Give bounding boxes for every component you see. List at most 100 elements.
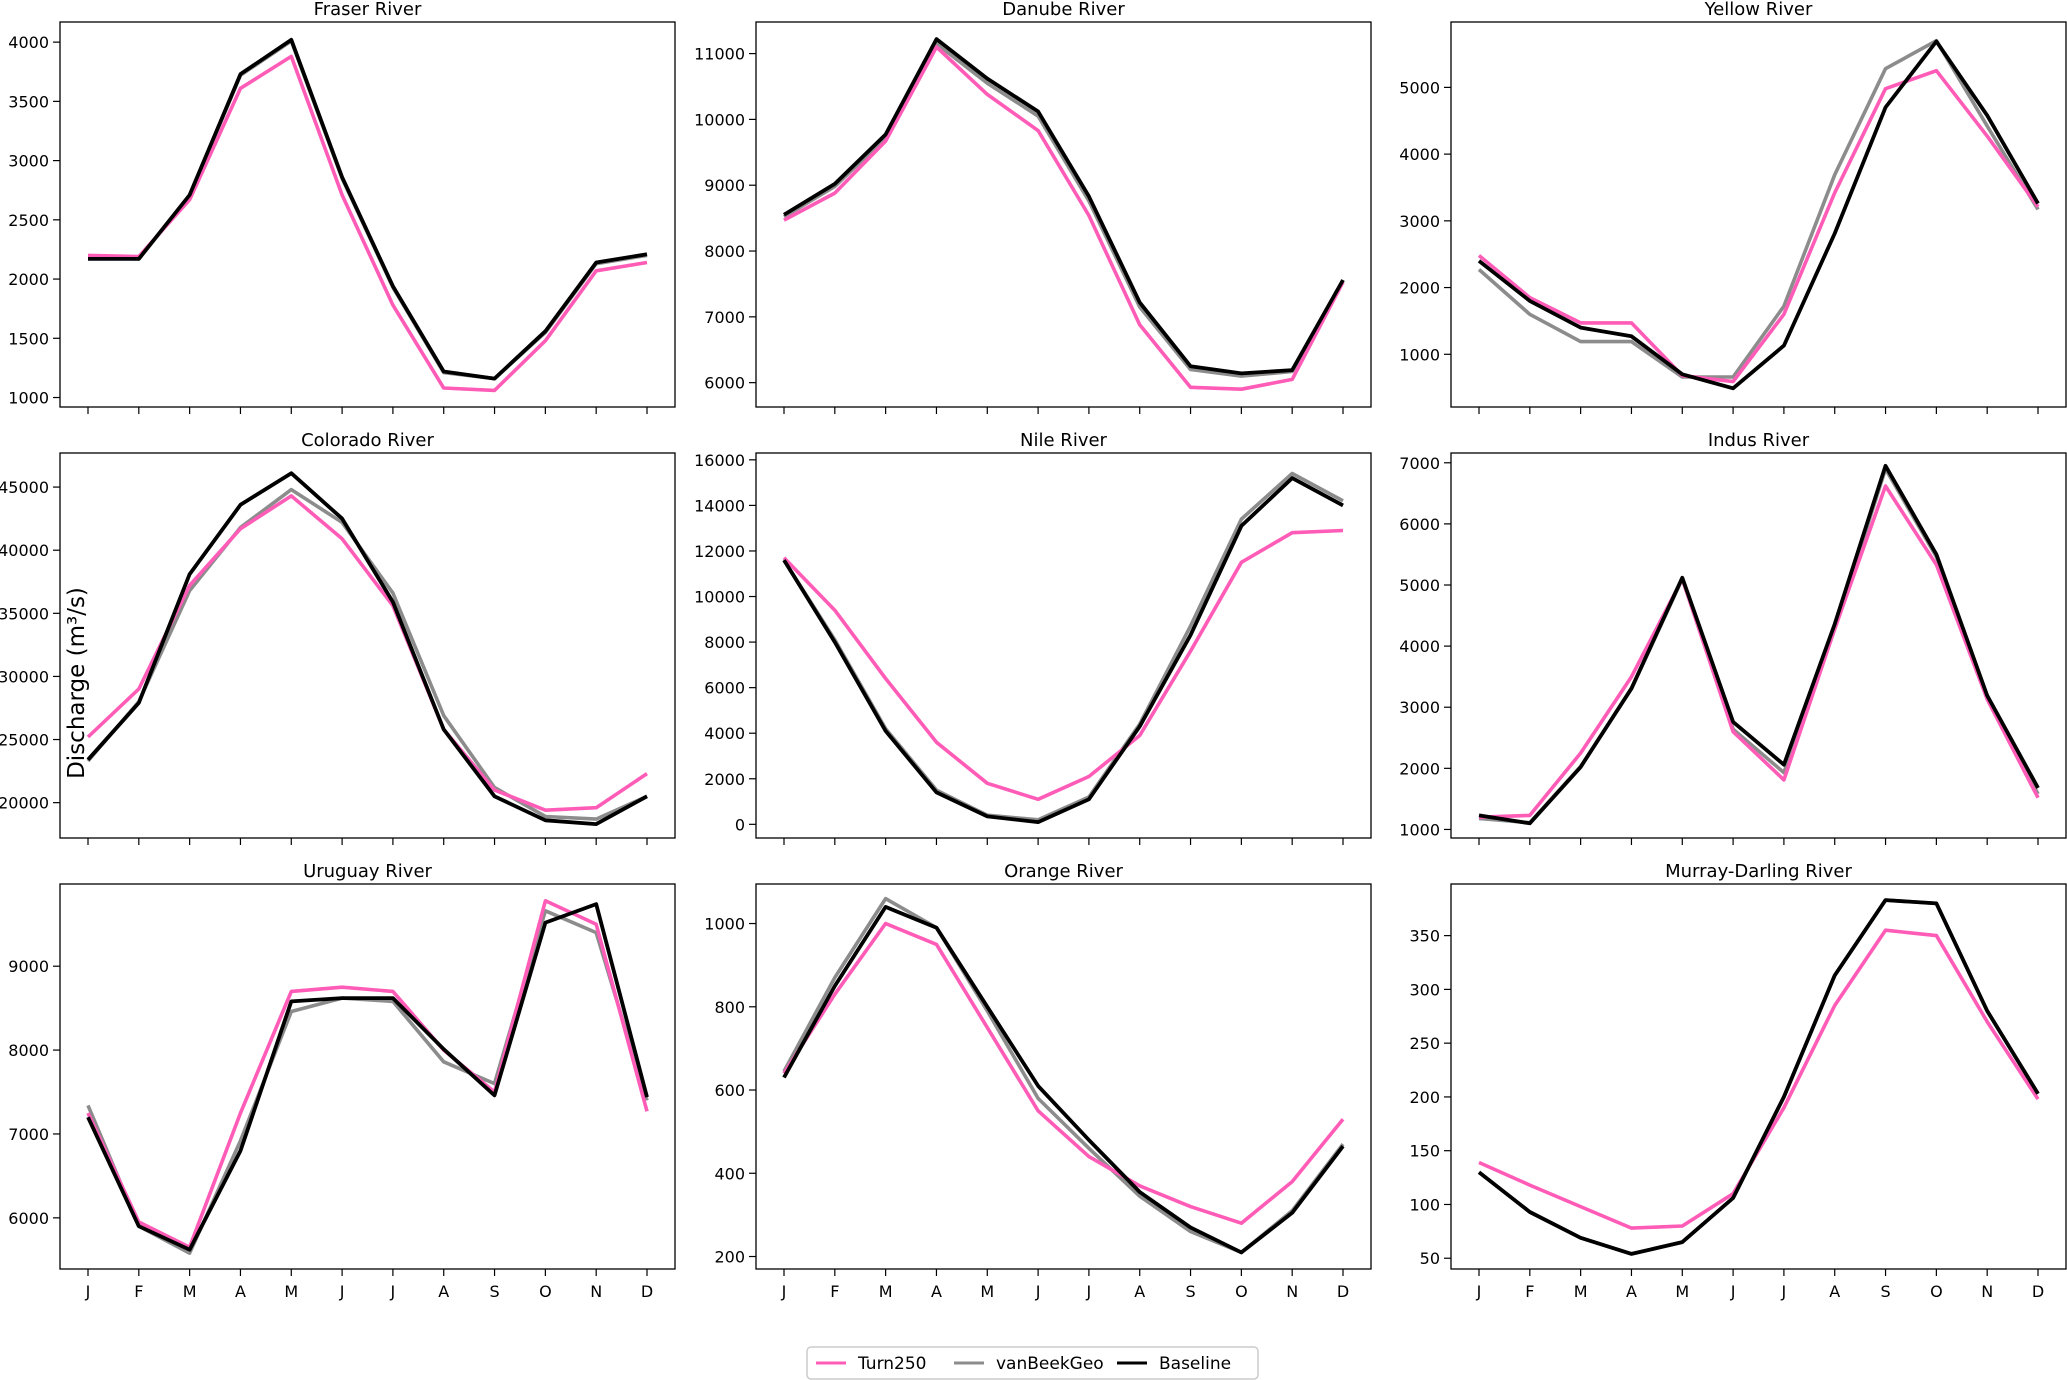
murray-darling-river-xtick-label: D — [2032, 1282, 2044, 1301]
danube-river-title: Danube River — [1002, 0, 1125, 20]
danube-river-series-vanbeekgeo — [783, 41, 1345, 378]
uruguay-river-title: Uruguay River — [303, 861, 432, 882]
colorado-river-ytick-label: 35000 — [0, 604, 49, 623]
fraser-river-ytick-label: 4000 — [8, 33, 49, 52]
danube-river-ytick-label: 11000 — [694, 45, 745, 64]
uruguay-river-ytick-label: 9000 — [8, 957, 49, 976]
indus-river-ytick-label: 1000 — [1399, 820, 1440, 839]
uruguay-river-xtick-label: M — [183, 1282, 197, 1301]
uruguay-river-xtick-label: F — [134, 1282, 143, 1301]
nile-river-ytick-label: 4000 — [704, 724, 745, 743]
danube-river-frame — [755, 21, 1372, 408]
murray-darling-river-ytick-label: 300 — [1409, 980, 1440, 999]
indus-river-panel: Indus River 1000 2000 3000 4000 5000 6000 7000 — [1399, 430, 2067, 845]
colorado-river-ytick-label: 40000 — [0, 541, 49, 560]
legend-label-baseline: Baseline — [1159, 1354, 1231, 1374]
nile-river-ytick-label: 2000 — [704, 770, 745, 789]
uruguay-river-ytick-label: 8000 — [8, 1041, 49, 1060]
uruguay-river-xtick-label: A — [235, 1282, 246, 1301]
nile-river-ytick-label: 6000 — [704, 679, 745, 698]
yellow-river-series-turn250 — [1477, 68, 2040, 384]
danube-river-ytick-label: 10000 — [694, 110, 745, 129]
indus-river-ytick-label: 6000 — [1399, 515, 1440, 534]
uruguay-river-xtick-label: J — [85, 1282, 91, 1301]
nile-river-ytick-label: 8000 — [704, 633, 745, 652]
uruguay-river-series-baseline — [86, 902, 649, 1252]
orange-river-xtick-label: N — [1286, 1282, 1298, 1301]
fraser-river-ytick-label: 2000 — [8, 270, 49, 289]
uruguay-river-panel: Uruguay River 6000 7000 8000 9000 J F M A M J J A S O N… — [8, 861, 676, 1301]
fraser-river-frame — [59, 21, 676, 408]
murray-darling-river-xtick-label: A — [1626, 1282, 1637, 1301]
uruguay-river-ytick-label: 7000 — [8, 1125, 49, 1144]
nile-river-ytick-label: 16000 — [694, 451, 745, 470]
nile-river-ytick-label: 0 — [735, 815, 745, 834]
nile-river-frame — [755, 452, 1372, 839]
uruguay-river-xtick-label: O — [539, 1282, 552, 1301]
danube-river-series-baseline — [783, 37, 1345, 376]
murray-darling-river-xtick-label: M — [1574, 1282, 1588, 1301]
nile-river-panel: Nile River 0 2000 4000 6000 8000 10000 12000 140… — [694, 430, 1372, 845]
murray-darling-river-ytick-label: 250 — [1409, 1034, 1440, 1053]
murray-darling-river-title: Murray-Darling River — [1665, 861, 1852, 882]
orange-river-xtick-label: D — [1337, 1282, 1349, 1301]
colorado-river-ytick-label: 30000 — [0, 667, 49, 686]
fraser-river-title: Fraser River — [314, 0, 422, 20]
murray-darling-river-ytick-label: 350 — [1409, 927, 1440, 946]
yellow-river-ytick-label: 5000 — [1399, 78, 1440, 97]
orange-river-xtick-label: A — [1134, 1282, 1145, 1301]
nile-river-series-turn250 — [782, 528, 1344, 802]
fraser-river-ytick-label: 3500 — [8, 92, 49, 111]
fraser-river-ytick-label: 1000 — [8, 389, 49, 408]
murray-darling-river-xtick-label: J — [1781, 1282, 1787, 1301]
yellow-river-panel: Yellow River 1000 2000 3000 4000 5000 — [1399, 0, 2067, 414]
murray-darling-river-ytick-label: 150 — [1409, 1142, 1440, 1161]
orange-river-series-baseline — [782, 905, 1345, 1255]
orange-river-xtick-label: S — [1185, 1282, 1195, 1301]
murray-darling-river-xtick-label: O — [1930, 1282, 1943, 1301]
yellow-river-ytick-label: 1000 — [1399, 345, 1440, 364]
yellow-river-frame — [1450, 21, 2067, 408]
indus-river-title: Indus River — [1708, 430, 1810, 451]
legend-label-vanbeekgeo: vanBeekGeo — [996, 1354, 1104, 1374]
colorado-river-ytick-label: 45000 — [0, 478, 49, 497]
murray-darling-river-xtick-label: J — [1476, 1282, 1482, 1301]
yellow-river-series-baseline — [1477, 39, 2040, 391]
fraser-river-ytick-label: 1500 — [8, 329, 49, 348]
colorado-river-panel: Colorado River 20000 25000 30000 35000 40000 4… — [0, 430, 676, 845]
indus-river-ytick-label: 4000 — [1399, 637, 1440, 656]
orange-river-title: Orange River — [1004, 861, 1123, 882]
indus-river-ytick-label: 3000 — [1399, 698, 1440, 717]
indus-river-series-turn250 — [1478, 484, 2040, 819]
colorado-river-title: Colorado River — [301, 430, 434, 451]
danube-river-ytick-label: 9000 — [704, 176, 745, 195]
orange-river-xtick-label: O — [1235, 1282, 1248, 1301]
indus-river-series-baseline — [1478, 463, 2040, 826]
orange-river-xtick-label: F — [830, 1282, 839, 1301]
orange-river-xtick-label: J — [1086, 1282, 1092, 1301]
indus-river-ytick-label: 2000 — [1399, 759, 1440, 778]
uruguay-river-frame — [59, 883, 676, 1270]
legend-label-turn250: Turn250 — [857, 1354, 927, 1374]
orange-river-ytick-label: 800 — [714, 998, 745, 1017]
legend: Turn250 vanBeekGeo Baseline — [806, 1346, 1259, 1380]
uruguay-river-xtick-label: D — [641, 1282, 653, 1301]
danube-river-ytick-label: 8000 — [704, 242, 745, 261]
panels: Fraser River1000150020002500300035004000… — [0, 0, 2067, 1301]
indus-river-ytick-label: 7000 — [1399, 454, 1440, 473]
nile-river-ytick-label: 12000 — [694, 542, 745, 561]
uruguay-river-xtick-label: N — [590, 1282, 602, 1301]
orange-river-ytick-label: 400 — [714, 1164, 745, 1183]
orange-river-frame — [755, 883, 1372, 1270]
uruguay-river-ytick-label: 6000 — [8, 1209, 49, 1228]
orange-river-xtick-label: J — [1035, 1282, 1041, 1301]
indus-river-frame — [1450, 452, 2067, 839]
colorado-river-frame — [59, 452, 676, 839]
nile-river-series-baseline — [782, 476, 1344, 824]
legend-frame — [806, 1346, 1259, 1380]
uruguay-river-xtick-label: J — [390, 1282, 396, 1301]
murray-darling-river-xtick-label: J — [1730, 1282, 1736, 1301]
indus-river-ytick-label: 5000 — [1399, 576, 1440, 595]
uruguay-river-xtick-label: M — [284, 1282, 298, 1301]
